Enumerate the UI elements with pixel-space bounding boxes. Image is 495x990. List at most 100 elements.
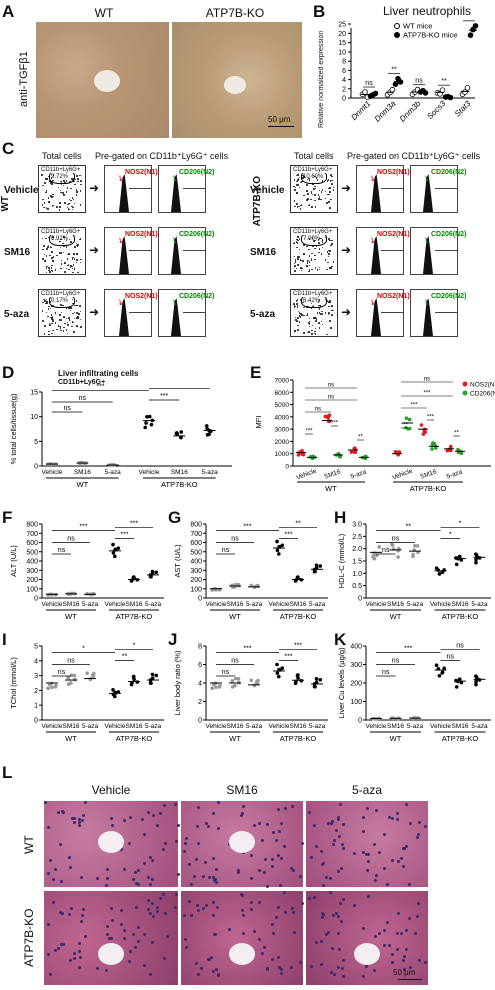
y-axis-label: HDL-C (mmol/L) [337, 533, 346, 588]
group-label: WT [76, 480, 88, 489]
data-point [314, 680, 319, 685]
panel-k-chart: 0 100 200 300 400 Liver Cu levels (μg/g) Vehic… [337, 642, 491, 743]
panel-c-row-label: SM16 [4, 247, 31, 258]
data-point [230, 583, 235, 588]
data-point [404, 416, 409, 420]
data-point [179, 435, 183, 440]
y-tick-label: 2.0 [352, 546, 362, 553]
gate-label: CD11b+Ly6G+ [293, 167, 333, 173]
legend-marker [462, 381, 468, 387]
data-point [233, 676, 238, 681]
sig-label: ns [447, 654, 455, 661]
y-tick-label: 0 [34, 718, 38, 725]
histogram: CD206(N2) ➘ [158, 227, 214, 275]
x-category-label: Vehicle [430, 723, 451, 730]
y-axis-label: TChol (mmol/L) [9, 657, 18, 709]
data-point [280, 543, 285, 548]
data-point [230, 679, 235, 683]
y-tick-label: 8 [198, 644, 202, 651]
sig-label: ns [365, 80, 373, 87]
sig-label: *** [331, 421, 339, 427]
data-point [85, 671, 90, 675]
sig-label: ns [58, 547, 66, 554]
sig-label: *** [79, 524, 87, 531]
data-point [149, 422, 154, 427]
flow-dot-plot: CD11b+Ly6G+ 7.00% [290, 227, 338, 275]
data-point [459, 680, 464, 685]
x-category-label: 5-aza [202, 469, 219, 476]
y-tick-label: 0 [198, 596, 202, 603]
sig-label: ** [406, 524, 412, 531]
data-point [254, 680, 259, 684]
gate-percentage: 10.60% [303, 174, 324, 180]
central-vein [224, 76, 246, 94]
data-point [437, 673, 442, 678]
data-point [150, 672, 155, 677]
sig-label: *** [243, 646, 251, 653]
sig-label: ns [231, 536, 239, 543]
data-point [217, 685, 222, 689]
x-category-label: SM16 [227, 601, 244, 608]
x-category-label: Vehicle [206, 723, 227, 730]
data-point [431, 441, 435, 445]
data-point [318, 564, 323, 568]
data-point [474, 552, 478, 556]
flow-dot-plot: CD11b+Ly6G+ 10.60% [290, 165, 338, 213]
panel-a-ko-title: ATP7B-KO [205, 6, 265, 20]
nos2-label: NOS2(N1) [377, 293, 410, 300]
data-point [312, 684, 317, 689]
data-point [69, 591, 74, 596]
data-point [66, 675, 71, 680]
data-point [69, 673, 74, 678]
data-point [396, 555, 400, 559]
cd206-label: CD206(N2) [431, 293, 467, 300]
central-vein [98, 943, 124, 965]
y-axis-label: AST (U/L) [173, 544, 182, 578]
histogram: NOS2(N1) ➘ [104, 289, 158, 337]
data-point [90, 673, 95, 677]
arrow-icon: ➜ [89, 305, 100, 319]
data-point [116, 690, 121, 694]
panel-d-title: Liver infiltrating cells [58, 369, 139, 378]
data-point [323, 414, 328, 419]
x-category-label: 5-aza [446, 468, 464, 480]
data-point [434, 663, 439, 667]
panel-b-ylabel: Relative normalized expression [318, 30, 325, 128]
y-tick-label: 200 [190, 577, 202, 584]
data-point [377, 545, 382, 549]
data-point [131, 675, 136, 679]
panel-a-ylabel: anti-TGFβ1 [18, 51, 30, 107]
panel-j-label: J [168, 630, 178, 649]
panel-b-chart: 0 2 4 6 8 10 15 20 25 Dnmt1 ns Dnm3a ** Dnm3b ns Socs3 *… [338, 18, 479, 124]
sig-label: * [449, 532, 452, 539]
y-tick-label: 3 [34, 673, 38, 680]
data-point [179, 430, 184, 434]
x-category-label: SM16 [452, 723, 469, 730]
data-point [318, 678, 323, 682]
data-point [415, 544, 420, 548]
x-category-label: Vehicle [42, 601, 63, 608]
data-point [131, 575, 136, 580]
data-point [249, 583, 254, 588]
x-category-label: SM16 [126, 601, 143, 608]
sig-label: ns [315, 407, 321, 413]
sig-label: ** [441, 78, 447, 85]
y-tick-label: 5 [34, 644, 38, 651]
y-tick-label: 0 [34, 596, 38, 603]
x-category-label: 5-aza [105, 469, 122, 476]
group-label: ATP7B-KO [280, 612, 317, 621]
data-point [392, 81, 399, 87]
x-category-label: Vehicle [269, 723, 290, 730]
data-point [454, 685, 459, 689]
group-label: ATP7B-KO [442, 734, 479, 743]
panel-l-col-5aza: 5-aza [351, 783, 383, 797]
data-point [113, 694, 117, 699]
legend-marker [394, 32, 400, 38]
sig-label: *** [120, 532, 128, 539]
cd206-label: CD206(N2) [179, 169, 215, 176]
sig-label: ns [392, 658, 400, 665]
data-point [129, 579, 134, 583]
group-label: WT [229, 612, 241, 621]
data-point [362, 89, 368, 95]
